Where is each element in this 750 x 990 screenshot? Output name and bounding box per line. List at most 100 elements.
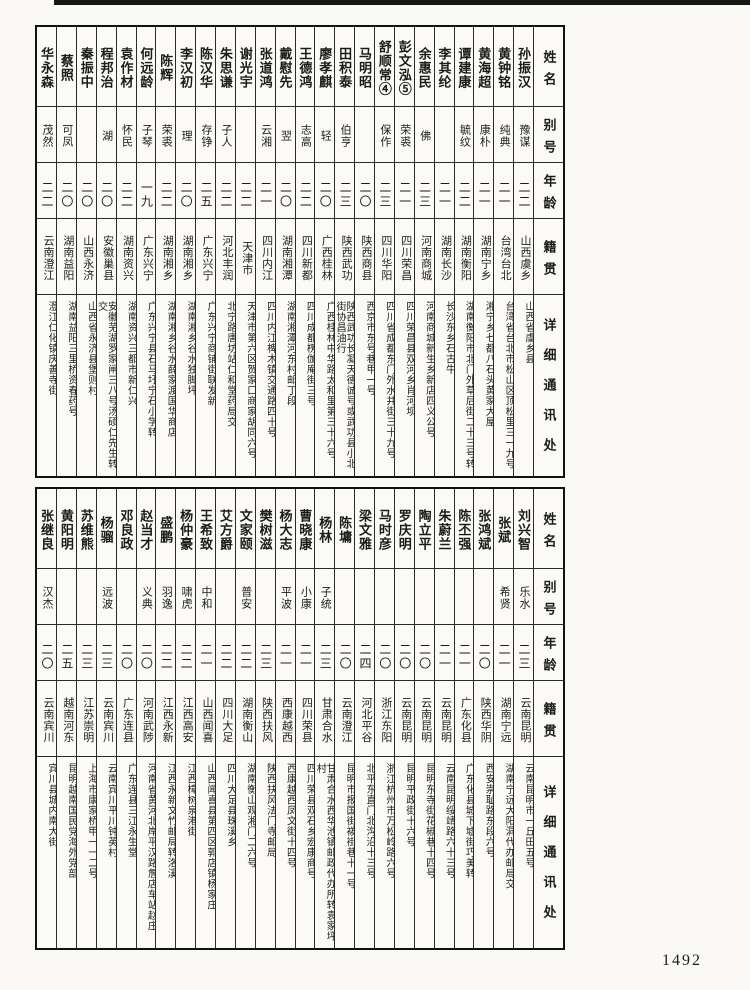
person-name: 杨仲豪	[176, 489, 196, 569]
person-alias	[57, 569, 76, 625]
person-column: 陈丕强 二一 广东化县 广东化县城下墟街巧美转	[453, 489, 474, 948]
person-alias: 保作	[375, 107, 394, 163]
person-age: 一九	[136, 163, 156, 219]
person-column: 李其纶 二一 湖南长沙 长沙东乡石古牛	[433, 27, 454, 476]
person-alias	[434, 569, 454, 625]
person-origin: 湖南湘潭	[275, 219, 295, 295]
person-origin: 山西闻喜	[196, 681, 215, 757]
person-origin: 云南昆明	[414, 681, 434, 757]
person-column: 邓良政 二〇 广东连县 广东连县三江永生堂	[115, 489, 136, 948]
person-age: 二三	[315, 625, 335, 681]
person-address: 河南省黄河北岸平汉路詹店车站赵庄	[145, 763, 156, 931]
person-name: 马明昭	[355, 27, 374, 107]
person-address: 陕西武功长凝天德诚号或武功县小北街协昌油行	[335, 301, 355, 469]
person-column: 朱思谦 子人 二二 河北丰润 北宁路唐坊站仁和堂药局交	[215, 27, 235, 476]
person-age: 二一	[255, 163, 275, 219]
person-column: 程邦治 湖 二〇 安徽巢县 安徽芜湖罗家闸三八号汤硕仁先生转交	[95, 27, 116, 476]
person-name: 樊树滋	[255, 489, 275, 569]
person-age: 二〇	[57, 163, 76, 219]
person-address: 湖南衡阳市北门外草后街二十三号转	[463, 301, 474, 469]
person-column: 赵当才 义典 二〇 河南武陟 河南省黄河北岸平汉路詹店车站赵庄	[135, 489, 156, 948]
person-name: 舒顺常④	[375, 27, 394, 107]
person-age: 二〇	[355, 163, 374, 219]
person-column: 谢光宇 二二 天津市 天津市第六区贺家口商家胡同六号	[234, 27, 255, 476]
person-alias: 茂然	[37, 107, 56, 163]
person-name: 陈丕强	[454, 489, 474, 569]
person-origin: 四川华阳	[375, 219, 394, 295]
person-name: 梁文雅	[355, 489, 374, 569]
person-name: 陈墉	[335, 489, 355, 569]
person-age: 二二	[235, 163, 255, 219]
person-address: 长沙东乡石古牛	[443, 301, 454, 375]
person-alias: 义典	[136, 569, 156, 625]
person-origin: 湖南衡阳	[454, 219, 474, 295]
person-address: 西安崇耻路东段六号	[483, 763, 494, 858]
person-origin: 四川大足	[216, 681, 235, 757]
person-age: 二〇	[76, 163, 96, 219]
person-origin: 广东兴宁	[196, 219, 215, 295]
person-column: 黄阳明 二五 越南河东 昆明越南国民党海外党部	[56, 489, 76, 948]
person-column: 陈汉华 存铮 二五 广东兴宁 广东兴宁商铺街联发新	[195, 27, 215, 476]
person-address: 陕西扶风法门寺邮局	[264, 763, 275, 858]
person-origin: 江西高安	[176, 681, 196, 757]
person-column: 陈辉 荣裘 二二 湖南湘乡 湖南湘乡谷水薛家渡国华商店	[155, 27, 176, 476]
person-column: 华永森 茂然 二二 云南澄江 澄江仁化镇庆善寺街	[37, 27, 56, 476]
person-address: 河南商城新生乡新店四义公号	[423, 301, 434, 438]
person-address: 四川成都楞伽庵街三号	[304, 301, 315, 406]
person-age: 二〇	[394, 625, 414, 681]
person-alias: 中和	[196, 569, 215, 625]
column-header-name: 姓名	[534, 489, 563, 569]
person-alias	[355, 107, 374, 163]
person-name: 彭文泓⑤	[394, 27, 414, 107]
person-alias: 志高	[295, 107, 315, 163]
person-column: 余惠民 佛 二三 河南商城 河南商城新生乡新店四义公号	[413, 27, 434, 476]
person-age: 二〇	[315, 163, 335, 219]
person-name: 王希致	[196, 489, 215, 569]
person-alias: 理	[176, 107, 196, 163]
person-alias	[76, 107, 96, 163]
person-age: 二〇	[414, 625, 434, 681]
person-column: 彭文泓⑤ 荣裘 二一 四川荣昌 四川荣昌县双河乡肖河坝	[393, 27, 414, 476]
person-origin: 陕西武功	[335, 219, 355, 295]
person-address: 四川大足县珠溪乡	[224, 763, 235, 847]
person-name: 盛鹏	[156, 489, 176, 569]
person-name: 何远龄	[136, 27, 156, 107]
person-age: 二三	[76, 625, 96, 681]
page-number: 1492	[662, 952, 702, 969]
person-age: 二一	[434, 163, 454, 219]
person-name: 田积泰	[335, 27, 355, 107]
person-age: 二二	[37, 163, 56, 219]
person-column: 张斌 希贤 二一 湖南宁远 湖南宁远大阳洞代办邮局交	[493, 489, 514, 948]
person-name: 黄阳明	[57, 489, 76, 569]
person-alias: 子人	[216, 107, 235, 163]
person-age: 二一	[434, 625, 454, 681]
person-alias: 怀民	[116, 107, 136, 163]
person-alias: 平波	[275, 569, 295, 625]
column-header-origin: 籍贯	[534, 681, 563, 757]
person-name: 谢光宇	[235, 27, 255, 107]
person-alias: 轻	[315, 107, 335, 163]
person-origin: 四川新都	[295, 219, 315, 295]
person-address: 湖南宁远大阳洞代办邮局交	[503, 763, 514, 889]
person-name: 李其纶	[434, 27, 454, 107]
person-origin: 河北平谷	[355, 681, 374, 757]
person-alias	[474, 569, 494, 625]
person-address: 云南宾川平川钟英村	[105, 763, 116, 858]
column-header-name: 姓名	[534, 27, 563, 107]
person-age: 二二	[216, 625, 235, 681]
person-age: 二三	[255, 625, 275, 681]
person-age: 二二	[295, 163, 315, 219]
person-origin: 陕西商县	[355, 219, 374, 295]
person-name: 廖孝麒	[315, 27, 335, 107]
person-age: 二三	[96, 625, 116, 681]
person-address: 江西永新文竹邮局转洛溪	[165, 763, 176, 879]
column-header-alias: 别号	[534, 107, 563, 163]
person-origin: 河北丰润	[216, 219, 235, 295]
person-column: 杨骝 远波 二三 云南宾川 云南宾川平川钟英村	[95, 489, 116, 948]
person-origin: 山西虞乡	[514, 219, 533, 295]
person-name: 文家颐	[235, 489, 255, 569]
person-name: 秦振中	[76, 27, 96, 107]
person-address: 四川省成都东门外水井街三十九号	[383, 301, 394, 459]
person-address: 广东化县城下墟街巧美转	[463, 763, 474, 879]
person-origin: 越南河东	[57, 681, 76, 757]
